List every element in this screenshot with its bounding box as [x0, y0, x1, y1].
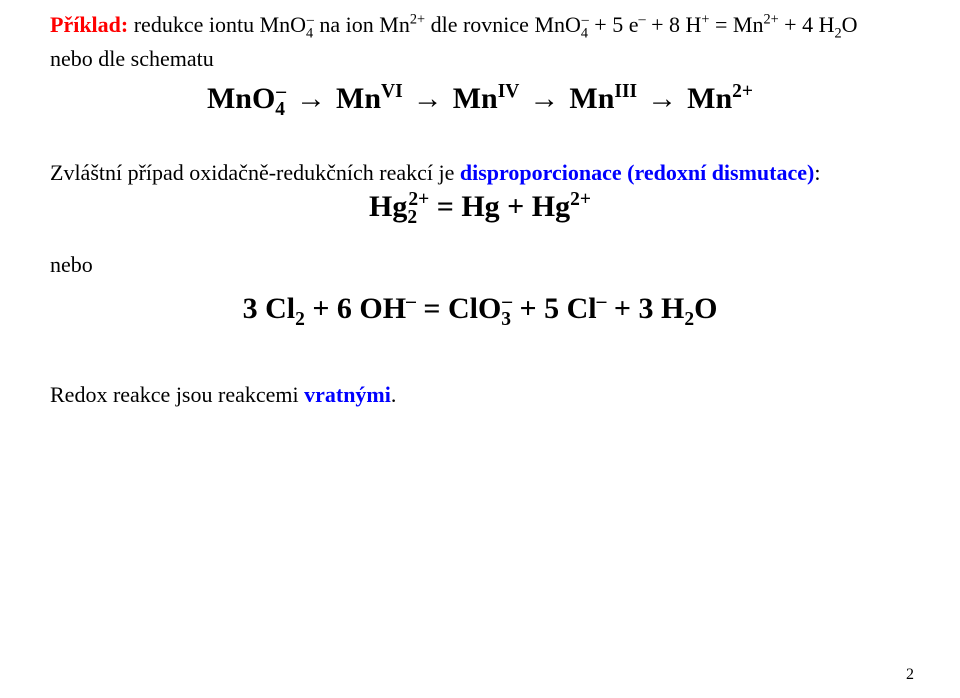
- hg-eq: = Hg + Hg: [429, 190, 570, 223]
- page: Příklad: redukce iontu MnO4– na ion Mn2+…: [0, 0, 960, 698]
- cl-minus3: –: [597, 291, 607, 312]
- cl-minus1: –: [406, 291, 416, 312]
- hg-lhs: Hg: [369, 190, 407, 223]
- s-sub2: 2: [834, 25, 841, 41]
- page-number: 2: [906, 664, 914, 686]
- para2-colon: :: [814, 160, 820, 185]
- para2-blue: disproporcionace (redoxní dismutace): [460, 160, 814, 185]
- para2: Zvláštní případ oxidačně-redukčních reak…: [50, 158, 910, 188]
- nebo: nebo: [50, 250, 910, 280]
- arrow-3: →: [519, 82, 569, 115]
- s-minus-c: –: [638, 12, 645, 28]
- cl-equation: 3 Cl2 + 6 OH– = ClO3– + 5 Cl– + 3 H2O: [50, 289, 910, 333]
- chain-n3: Mn: [453, 82, 498, 115]
- hg-sub2: 2: [407, 207, 417, 228]
- cl-sub2b: 2: [684, 309, 694, 330]
- t7: + 4 H: [779, 12, 835, 37]
- t6: = Mn: [709, 12, 763, 37]
- chain-n1: MnO: [207, 82, 275, 115]
- cl-a: 3 Cl: [243, 292, 296, 325]
- s-2plus-b: 2+: [763, 12, 778, 28]
- cl-b: + 6 OH: [305, 292, 406, 325]
- cl-e: + 3 H: [606, 292, 684, 325]
- t3: dle rovnice MnO: [425, 12, 581, 37]
- cl-c: = ClO: [416, 292, 501, 325]
- s-2plus-a: 2+: [410, 12, 425, 28]
- t2: na ion Mn: [314, 12, 410, 37]
- cl-sub2a: 2: [295, 309, 305, 330]
- chain-n1-sup: –: [276, 81, 286, 102]
- arrow-2: →: [403, 82, 453, 115]
- cl-minus2: –: [502, 291, 512, 312]
- line2: nebo dle schematu: [50, 44, 910, 74]
- footer-line: Redox reakce jsou reakcemi vratnými.: [50, 380, 910, 410]
- hg-sup2: 2+: [570, 189, 591, 210]
- t1: redukce iontu MnO: [128, 12, 306, 37]
- s-minus-b: –: [582, 12, 589, 28]
- chain-n2: Mn: [336, 82, 381, 115]
- t4: + 5 e: [589, 12, 639, 37]
- arrow-1: →: [286, 82, 336, 115]
- cl-f: O: [694, 292, 717, 325]
- s-minus-a: –: [307, 12, 314, 28]
- chain-n4: Mn: [569, 82, 614, 115]
- chain-n4-sup: III: [614, 81, 637, 102]
- para2-t1: Zvláštní případ oxidačně-redukčních reak…: [50, 160, 460, 185]
- footer-blue: vratnými: [304, 382, 391, 407]
- footer-t1: Redox reakce jsou reakcemi: [50, 382, 304, 407]
- t5: + 8 H: [646, 12, 702, 37]
- chain-n3-sup: IV: [498, 81, 520, 102]
- cl-sub3: 3: [501, 309, 511, 330]
- footer-dot: .: [391, 382, 397, 407]
- example-line: Příklad: redukce iontu MnO4– na ion Mn2+…: [50, 10, 910, 44]
- chain-n2-sup: VI: [381, 81, 403, 102]
- arrow-4: →: [637, 82, 687, 115]
- priklad-label: Příklad:: [50, 12, 128, 37]
- cl-d: + 5 Cl: [512, 292, 597, 325]
- chain-n1-sub: 4: [275, 99, 285, 120]
- chain-n5: Mn: [687, 82, 732, 115]
- hg-sup1: 2+: [408, 189, 429, 210]
- redox-chain: MnO4–→MnVI→MnIV→MnIII→Mn2+: [50, 79, 910, 123]
- hg-equation: Hg22+ = Hg + Hg2+: [50, 187, 910, 231]
- chain-n5-sup: 2+: [732, 81, 753, 102]
- disproportionation-block: Zvláštní případ oxidačně-redukčních reak…: [50, 158, 910, 334]
- t8: O: [842, 12, 858, 37]
